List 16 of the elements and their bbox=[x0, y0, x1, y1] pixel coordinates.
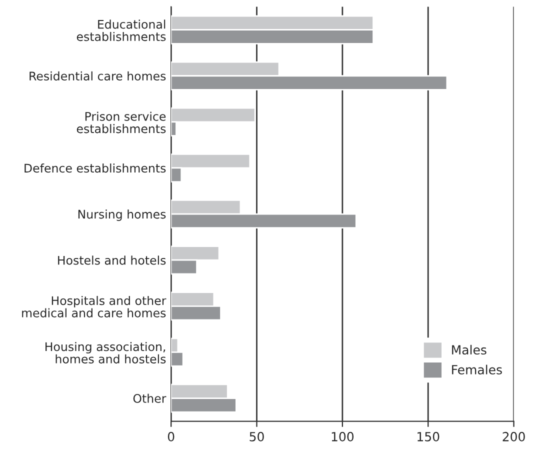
x-tick-label: 50 bbox=[250, 432, 264, 442]
y-tick-label: Nursing homes bbox=[78, 210, 166, 221]
y-tick-label: Hospitals and other medical and care homes bbox=[22, 296, 166, 318]
y-tick-label: Other bbox=[133, 394, 166, 403]
y-tick-label: Educational establishments bbox=[76, 20, 166, 42]
y-tick-label: Housing association, homes and hostels bbox=[46, 342, 166, 364]
y-tick-label: Defence establishments bbox=[24, 164, 166, 173]
x-tick-label: 150 bbox=[418, 432, 440, 442]
legend-label: Males bbox=[452, 344, 486, 355]
y-tick-label: Hostels and hotels bbox=[58, 256, 166, 265]
x-tick-label: 200 bbox=[502, 432, 525, 442]
legend-label: Females bbox=[452, 364, 502, 374]
y-tick-label: Residential care homes bbox=[30, 71, 166, 81]
x-tick-label: 0 bbox=[168, 432, 174, 442]
y-tick-label: Prison service establishments bbox=[76, 112, 166, 134]
x-tick-label: 100 bbox=[332, 432, 354, 442]
